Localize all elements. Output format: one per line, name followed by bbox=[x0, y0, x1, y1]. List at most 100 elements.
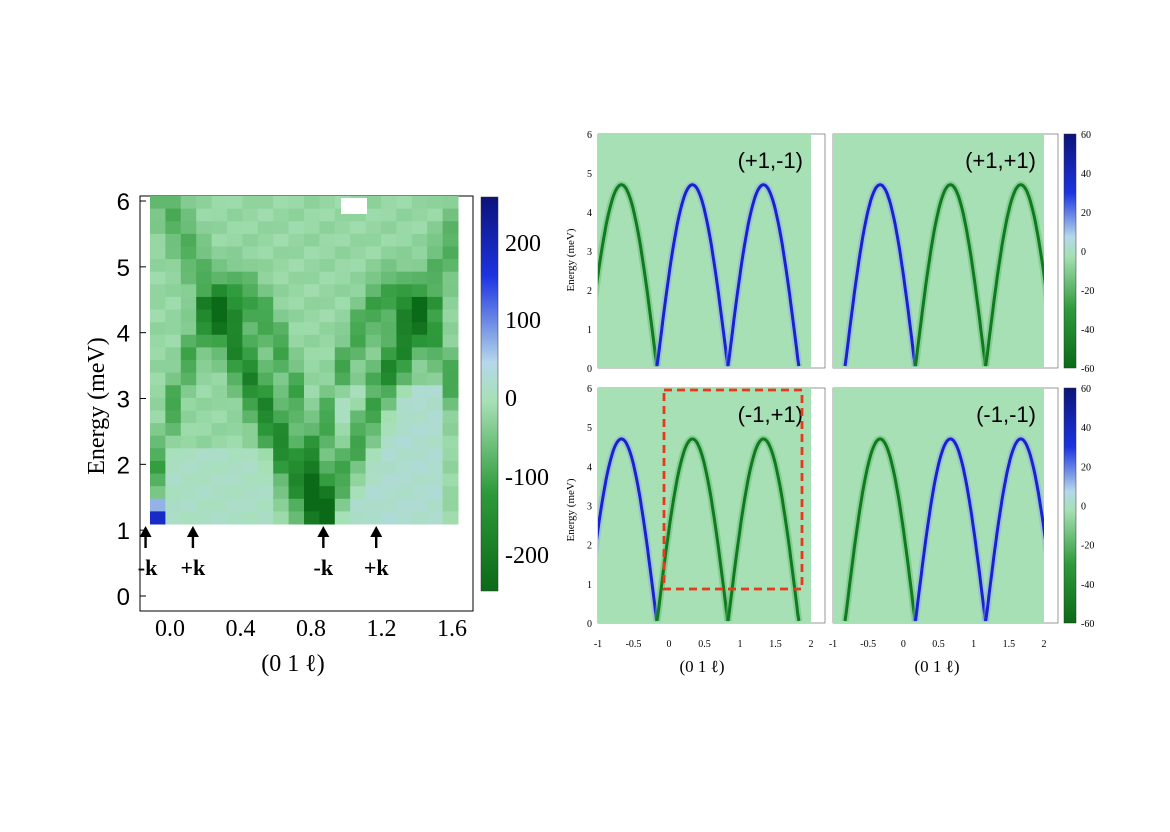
heatmap-cell bbox=[196, 284, 213, 298]
heatmap-cell bbox=[304, 309, 320, 323]
heatmap-cell bbox=[227, 473, 243, 487]
heatmap-cell bbox=[427, 460, 444, 475]
heatmap-cell bbox=[211, 271, 228, 285]
heatmap-cell bbox=[411, 385, 428, 399]
heatmap-cell bbox=[350, 233, 367, 247]
left-x-tick-label: 0.0 bbox=[155, 616, 185, 642]
heatmap-cell bbox=[196, 196, 213, 210]
heatmap-cell bbox=[165, 296, 182, 311]
heatmap-cell bbox=[442, 309, 459, 323]
heatmap-cell bbox=[257, 423, 274, 437]
heatmap-cell bbox=[180, 208, 197, 222]
heatmap-cell bbox=[227, 322, 243, 336]
heatmap-cell bbox=[150, 435, 166, 449]
simulation-panel: (+1,+1) 60 40 20 0 -20 -40 -60 bbox=[832, 130, 1094, 375]
heatmap-cell bbox=[350, 372, 367, 386]
panel-label: (+1,+1) bbox=[965, 148, 1036, 173]
heatmap-cell bbox=[365, 397, 382, 411]
heatmap-cell bbox=[427, 397, 444, 411]
heatmap-cell bbox=[165, 246, 182, 260]
heatmap-cell bbox=[396, 460, 413, 475]
heatmap-cell bbox=[381, 498, 397, 512]
left-x-tick-label: 0.4 bbox=[226, 616, 256, 642]
right-left-x-axis-label: (0 1 ℓ) bbox=[680, 657, 725, 676]
heatmap-cell bbox=[334, 385, 351, 399]
heatmap-cell bbox=[180, 284, 197, 298]
heatmap-cell bbox=[227, 397, 243, 411]
heatmap-cell bbox=[211, 385, 228, 399]
heatmap-cell bbox=[442, 410, 459, 424]
right-bottom-y-axis-label: Energy (meV) bbox=[565, 478, 577, 541]
heatmap-cell bbox=[211, 410, 228, 424]
heatmap-cell bbox=[442, 334, 459, 348]
heatmap-cell bbox=[396, 296, 413, 311]
heatmap-cell bbox=[304, 423, 320, 437]
right-x-tick-label: 1 bbox=[738, 639, 743, 650]
heatmap-cell bbox=[211, 196, 228, 210]
right-colorbar-tick-label: 60 bbox=[1081, 130, 1091, 141]
panel-background bbox=[598, 134, 811, 368]
heatmap-cell bbox=[150, 410, 166, 424]
right-x-tick-label: 2 bbox=[1042, 639, 1047, 650]
heatmap-cell bbox=[242, 473, 259, 487]
right-y-tick-label: 1 bbox=[587, 580, 592, 591]
right-x-tick-label: 0 bbox=[667, 639, 672, 650]
heatmap-cell bbox=[227, 360, 243, 374]
heatmap-cell bbox=[273, 423, 290, 437]
heatmap-cell bbox=[396, 385, 413, 399]
heatmap-cell bbox=[242, 284, 259, 298]
right-x-tick-label: 0.5 bbox=[932, 639, 945, 650]
heatmap-cell bbox=[211, 511, 228, 525]
heatmap-cell bbox=[288, 196, 305, 210]
heatmap-cell bbox=[180, 498, 197, 512]
right-colorbar-tick-label: -60 bbox=[1081, 364, 1094, 375]
panel-background bbox=[833, 388, 1044, 623]
heatmap-cell bbox=[365, 460, 382, 475]
heatmap-cell bbox=[180, 372, 197, 386]
heatmap-cell bbox=[288, 498, 305, 512]
heatmap-cell bbox=[381, 196, 397, 210]
right-colorbar-tick-label: 40 bbox=[1081, 423, 1091, 434]
heatmap-cell bbox=[242, 221, 259, 235]
heatmap-cell bbox=[150, 360, 166, 374]
heatmap-cell bbox=[165, 259, 182, 273]
heatmap-cell bbox=[227, 347, 243, 361]
right-y-tick-label: 4 bbox=[587, 208, 592, 219]
heatmap-cell bbox=[304, 296, 320, 311]
heatmap-cell bbox=[196, 271, 213, 285]
heatmap-cell bbox=[196, 233, 213, 247]
heatmap-cell bbox=[427, 208, 444, 222]
heatmap-cell bbox=[411, 435, 428, 449]
heatmap-cell bbox=[227, 372, 243, 386]
right-y-tick-label: 0 bbox=[587, 619, 592, 630]
heatmap-cell bbox=[242, 511, 259, 525]
heatmap-cell bbox=[381, 372, 397, 386]
heatmap-cell bbox=[350, 322, 367, 336]
right-x-tick-label: 1.5 bbox=[769, 639, 782, 650]
heatmap-cell bbox=[442, 498, 459, 512]
heatmap-cell bbox=[442, 233, 459, 247]
left-y-tick-label: 3 bbox=[117, 387, 130, 414]
heatmap-cell bbox=[396, 435, 413, 449]
heatmap-cell bbox=[396, 334, 413, 348]
heatmap-cell bbox=[411, 360, 428, 374]
heatmap-cell bbox=[304, 435, 320, 449]
heatmap-cell bbox=[365, 259, 382, 273]
heatmap-cell bbox=[365, 284, 382, 298]
heatmap-cell bbox=[334, 486, 351, 500]
heatmap-cell bbox=[334, 448, 351, 462]
heatmap-cell bbox=[319, 322, 336, 336]
heatmap-cell bbox=[227, 423, 243, 437]
heatmap-cell bbox=[211, 360, 228, 374]
heatmap-cell bbox=[381, 423, 397, 437]
heatmap-cell bbox=[381, 221, 397, 235]
heatmap-cell bbox=[227, 271, 243, 285]
heatmap-cell bbox=[211, 347, 228, 361]
heatmap-cell bbox=[273, 372, 290, 386]
panel-background bbox=[598, 388, 811, 623]
heatmap-cell bbox=[257, 360, 274, 374]
right-colorbar-tick-label: -20 bbox=[1081, 286, 1094, 297]
heatmap-cell bbox=[288, 410, 305, 424]
heatmap-cell bbox=[257, 221, 274, 235]
heatmap-cell bbox=[396, 372, 413, 386]
